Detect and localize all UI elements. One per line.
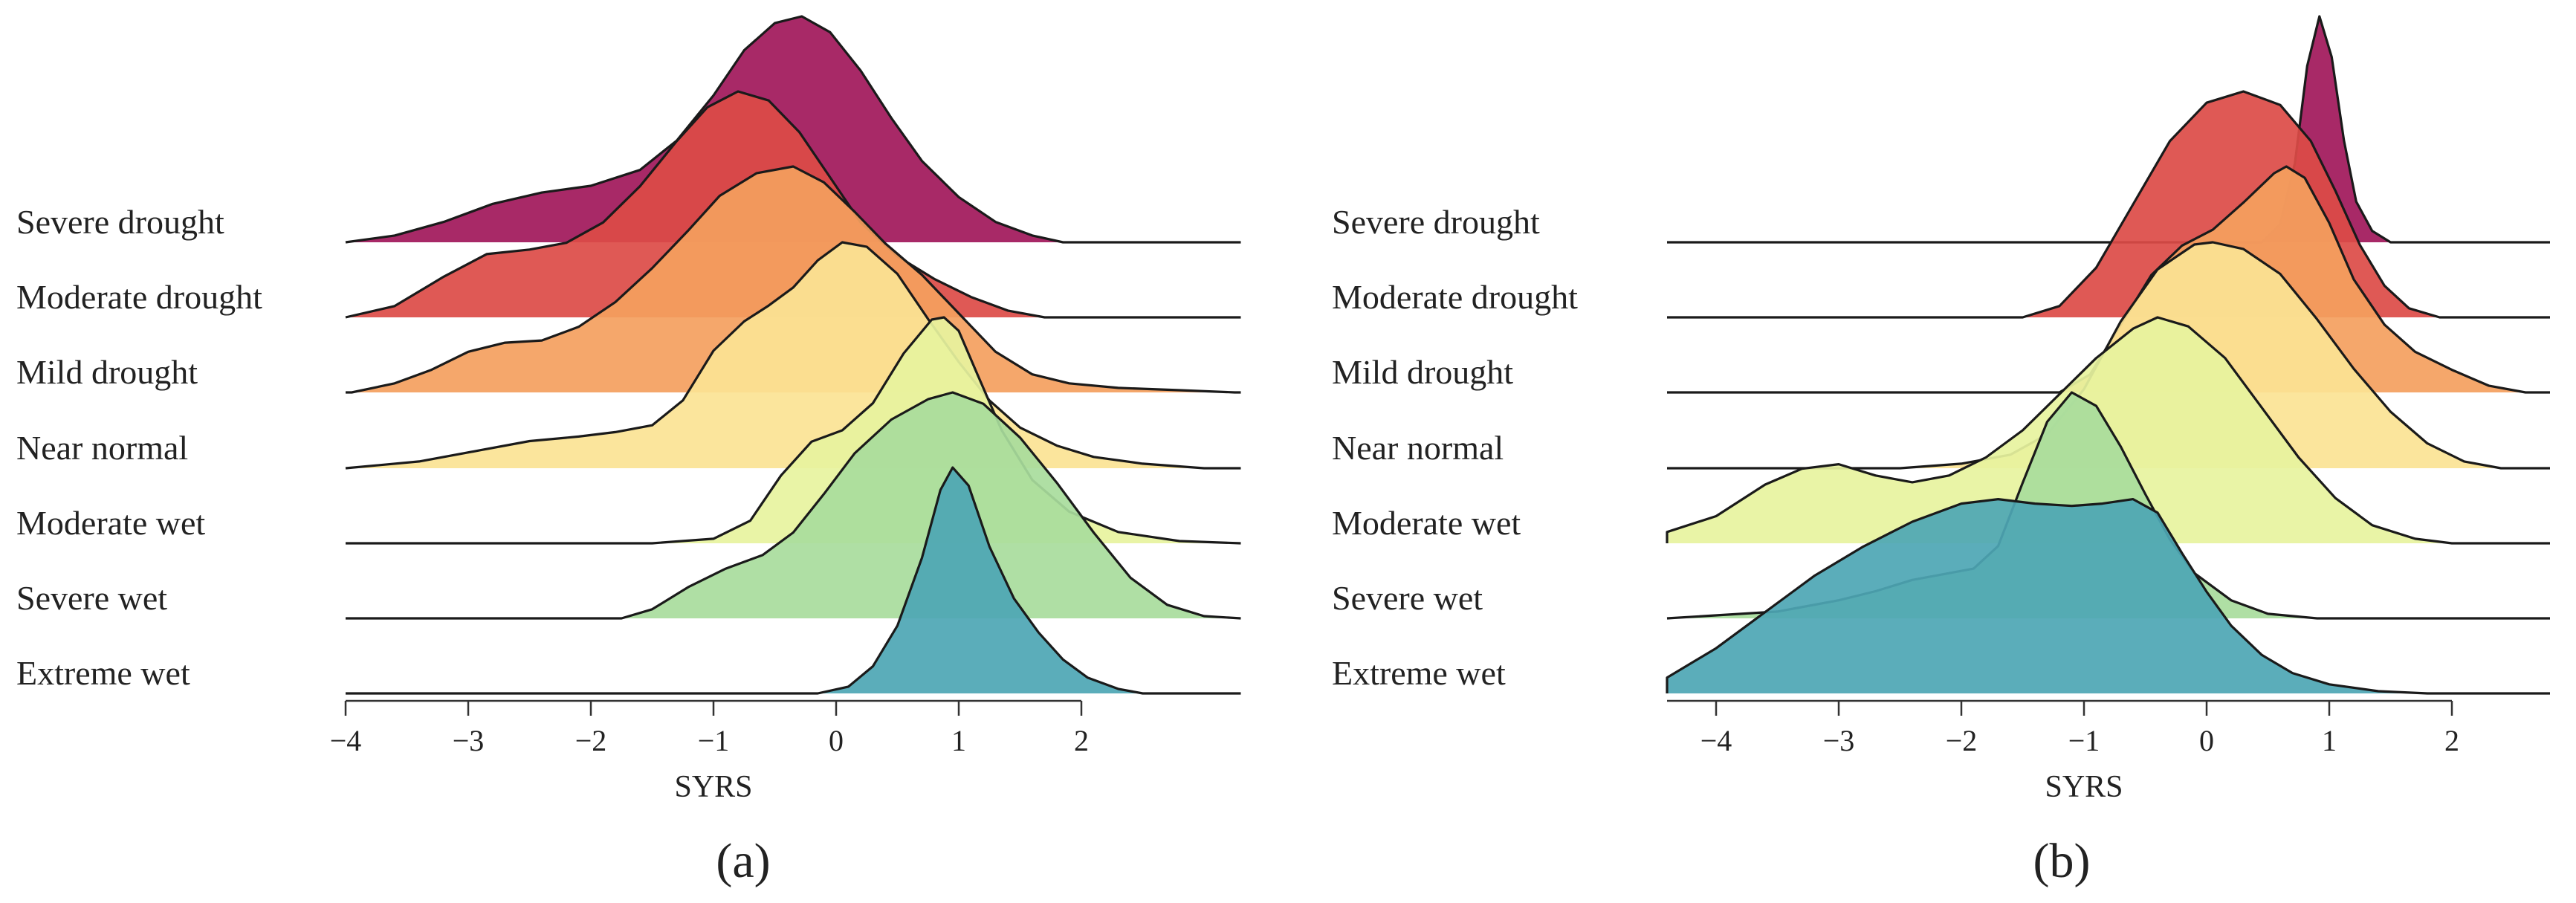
x-tick-label: −1 [2068, 724, 2100, 757]
panel-a: Severe drought Moderate drought Mild droug… [16, 15, 1241, 888]
x-tick-label: −4 [1700, 724, 1732, 757]
panel-b: Severe drought Moderate drought Mild droug… [1332, 15, 2550, 888]
row-label-moderate-wet: Moderate wet [1332, 504, 1521, 542]
row-label-severe-wet: Severe wet [16, 579, 167, 617]
x-tick-label: −1 [698, 724, 730, 757]
ridge-line-extreme-wet [1666, 498, 2550, 695]
ridge-line-extreme-wet [346, 466, 1241, 695]
ridge-area-extreme-wet [1667, 499, 2550, 693]
row-label-severe-drought: Severe drought [1332, 203, 1540, 241]
row-label-severe-wet: Severe wet [1332, 579, 1483, 617]
x-axis-title: SYRS [2045, 770, 2123, 804]
x-tick-label: 1 [2322, 724, 2337, 757]
ridge-line-moderate-drought [1667, 90, 2550, 319]
ridge-line-moderate-drought [345, 90, 1241, 319]
x-tick-label: −3 [453, 724, 485, 757]
row-label-near-normal: Near normal [16, 429, 188, 467]
ridge-line-mild-drought [346, 165, 1241, 394]
row-label-extreme-wet: Extreme wet [1332, 654, 1506, 692]
panel-caption: (b) [2033, 834, 2091, 888]
x-tick-label: 2 [2444, 724, 2459, 757]
ridge-line-near-normal [345, 241, 1241, 470]
x-tick-label: 1 [951, 724, 966, 757]
ridge-line-severe-drought [1667, 15, 2550, 244]
row-label-near-normal: Near normal [1332, 429, 1504, 467]
x-tick-label: −3 [1823, 724, 1855, 757]
row-label-severe-drought: Severe drought [16, 203, 224, 241]
ridge-line-severe-wet [346, 391, 1241, 620]
x-tick-label: −2 [575, 724, 607, 757]
row-label-moderate-drought: Moderate drought [1332, 278, 1578, 316]
ridge-area-severe-drought [1667, 16, 2550, 242]
ridge-line-severe-drought [345, 15, 1241, 244]
x-tick-label: −4 [330, 724, 362, 757]
x-tick-label: 0 [829, 724, 844, 757]
x-axis-title: SYRS [674, 770, 752, 804]
row-label-extreme-wet: Extreme wet [16, 654, 190, 692]
ridge-area-severe-wet [346, 392, 1241, 618]
ridge-area-mild-drought [352, 166, 1235, 392]
row-label-moderate-wet: Moderate wet [16, 504, 205, 542]
ridge-area-moderate-drought [1667, 91, 2550, 317]
row-label-mild-drought: Mild drought [1332, 353, 1513, 391]
panel-caption: (a) [716, 834, 770, 888]
x-tick-label: 0 [2199, 724, 2214, 757]
row-label-moderate-drought: Moderate drought [16, 278, 262, 316]
row-label-mild-drought: Mild drought [16, 353, 198, 391]
ridge-area-extreme-wet [346, 467, 1241, 693]
x-tick-label: 2 [1074, 724, 1089, 757]
ridge-line-moderate-wet [1666, 316, 2550, 545]
x-tick-label: −2 [1946, 724, 1978, 757]
